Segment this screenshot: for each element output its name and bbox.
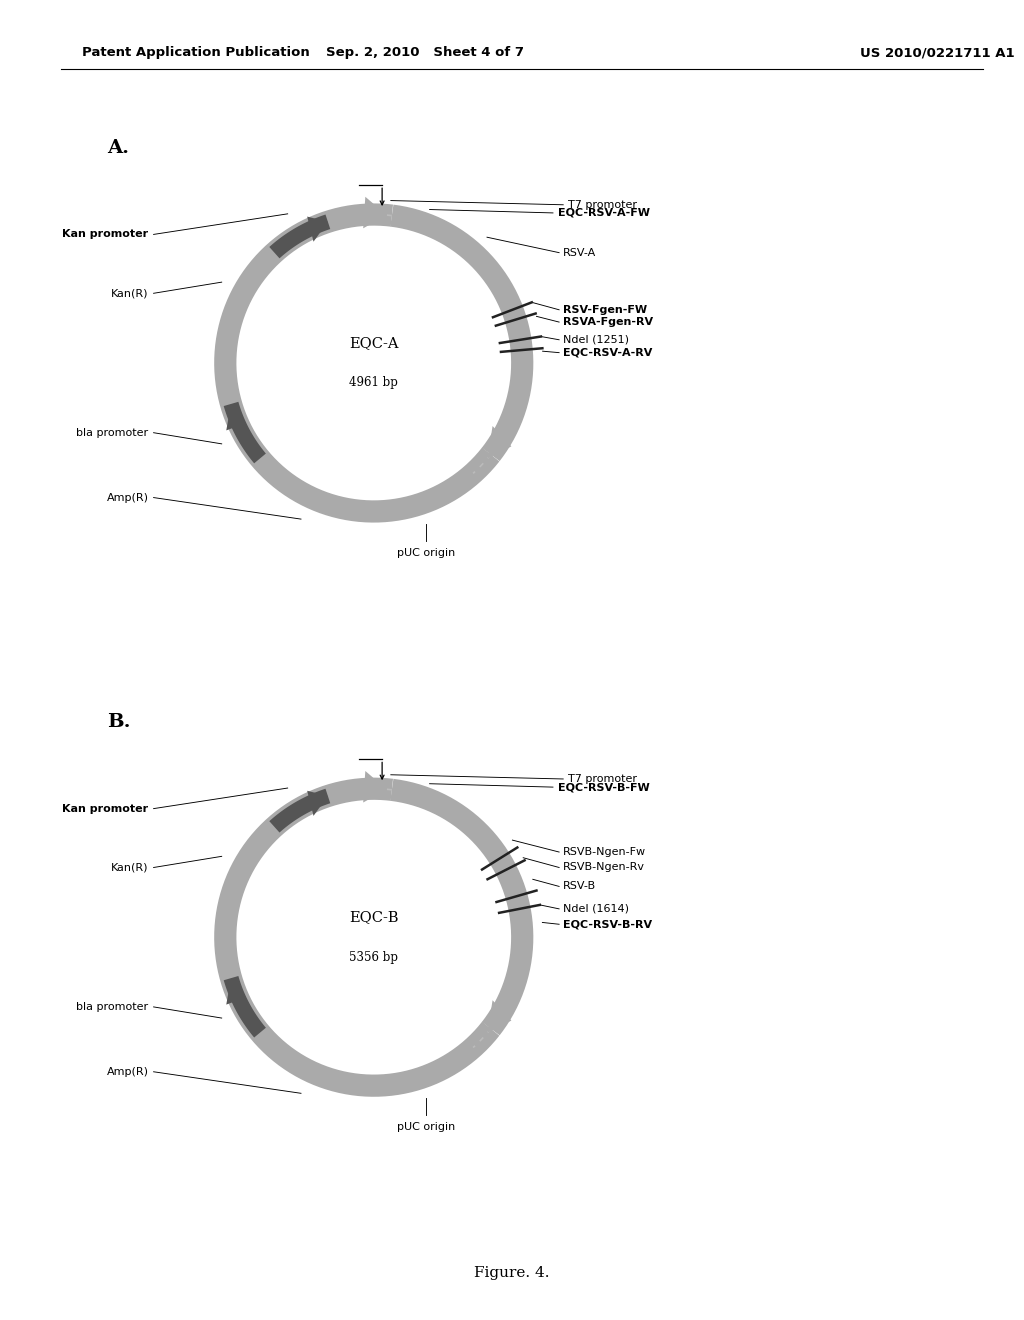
- Text: NdeI (1251): NdeI (1251): [563, 335, 629, 345]
- Text: Kan(R): Kan(R): [111, 288, 148, 298]
- Text: RSV-Fgen-FW: RSV-Fgen-FW: [563, 305, 647, 314]
- Polygon shape: [487, 1001, 511, 1032]
- Polygon shape: [226, 978, 246, 1005]
- Text: RSVA-Fgen-RV: RSVA-Fgen-RV: [563, 317, 653, 327]
- Text: Kan promoter: Kan promoter: [62, 804, 148, 813]
- Text: 4961 bp: 4961 bp: [349, 376, 398, 389]
- Text: Amp(R): Amp(R): [106, 492, 148, 503]
- Text: Sep. 2, 2010   Sheet 4 of 7: Sep. 2, 2010 Sheet 4 of 7: [326, 46, 524, 59]
- Text: bla promoter: bla promoter: [77, 1002, 148, 1012]
- Text: RSVB-Ngen-Rv: RSVB-Ngen-Rv: [563, 862, 645, 873]
- Text: NdeI (1614): NdeI (1614): [563, 904, 629, 913]
- Text: EQC-A: EQC-A: [349, 337, 398, 350]
- Text: T7 promoter: T7 promoter: [568, 774, 637, 784]
- Text: RSVB-Ngen-Fw: RSVB-Ngen-Fw: [563, 847, 646, 857]
- Text: US 2010/0221711 A1: US 2010/0221711 A1: [860, 46, 1015, 59]
- Text: RSV-B: RSV-B: [563, 882, 596, 891]
- Text: T7 promoter: T7 promoter: [568, 199, 637, 210]
- Text: Patent Application Publication: Patent Application Publication: [82, 46, 309, 59]
- Polygon shape: [307, 216, 328, 242]
- Text: EQC-RSV-A-RV: EQC-RSV-A-RV: [563, 347, 652, 358]
- Text: Figure. 4.: Figure. 4.: [474, 1266, 550, 1280]
- Polygon shape: [364, 197, 387, 228]
- Text: bla promoter: bla promoter: [77, 428, 148, 438]
- Text: 5356 bp: 5356 bp: [349, 950, 398, 964]
- Polygon shape: [364, 771, 387, 803]
- Polygon shape: [487, 426, 511, 458]
- Text: EQC-RSV-B-FW: EQC-RSV-B-FW: [558, 783, 650, 792]
- Text: Kan promoter: Kan promoter: [62, 230, 148, 239]
- Text: B.: B.: [108, 713, 131, 731]
- Text: Amp(R): Amp(R): [106, 1067, 148, 1077]
- Polygon shape: [226, 404, 246, 430]
- Text: EQC-B: EQC-B: [349, 911, 398, 924]
- Text: pUC origin: pUC origin: [397, 548, 456, 558]
- Text: EQC-RSV-A-FW: EQC-RSV-A-FW: [558, 209, 650, 218]
- Text: RSV-A: RSV-A: [563, 248, 596, 257]
- Text: A.: A.: [108, 139, 129, 157]
- Text: EQC-RSV-B-RV: EQC-RSV-B-RV: [563, 919, 652, 929]
- Text: pUC origin: pUC origin: [397, 1122, 456, 1133]
- Polygon shape: [307, 791, 328, 816]
- Text: Kan(R): Kan(R): [111, 862, 148, 873]
